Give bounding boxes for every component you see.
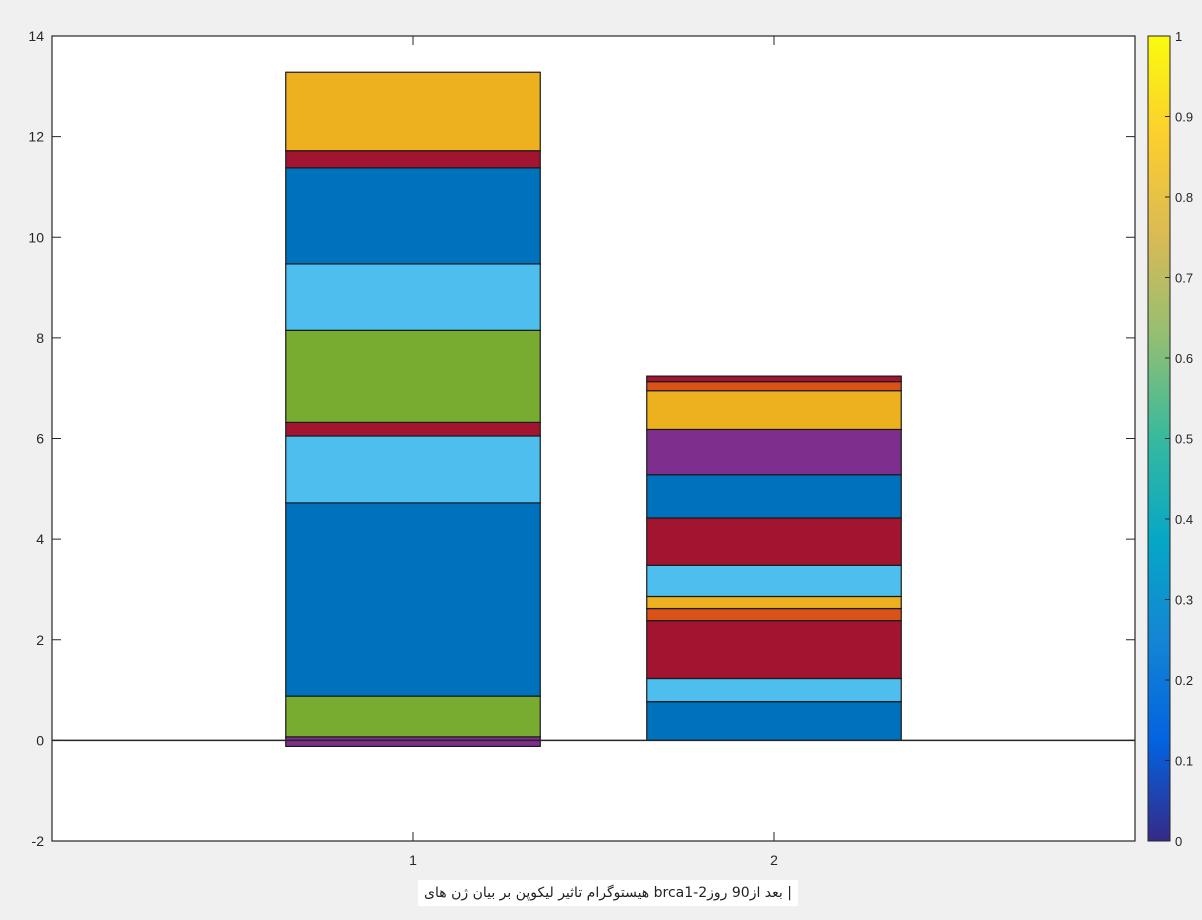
y-tick-label: 2 (36, 632, 44, 648)
bar-1-segment-4 (285, 435, 541, 504)
bar-1-segment-8 (285, 167, 541, 265)
colorbar-tick-label: 0.6 (1175, 351, 1193, 366)
bar-2-segment-7 (646, 517, 902, 566)
colorbar-tick-label: 1 (1175, 29, 1182, 44)
bar-2-segment-6 (646, 564, 902, 598)
bar-1-segment-6 (285, 329, 541, 423)
colorbar-tick-label: 0.5 (1175, 432, 1193, 447)
y-tick-label: 0 (36, 732, 44, 748)
colorbar-axis: 0 0.1 0.2 0.3 0.4 0.5 0.6 0.7 0.8 0.9 1 (1165, 29, 1193, 849)
bar-1-segment-1 (285, 736, 541, 748)
colorbar-tick-label: 0.3 (1175, 593, 1193, 608)
bar-2-segment-2 (646, 677, 902, 703)
bar-2-segment-1 (646, 701, 902, 741)
bar-2-segment-12 (646, 375, 902, 383)
axes-background (52, 36, 1135, 841)
y-tick-label: 14 (28, 28, 44, 44)
bar-1-segment-3 (285, 502, 541, 697)
x-tick-label: 2 (770, 852, 778, 868)
bar-2-segment-8 (646, 474, 902, 519)
bars-layer (285, 71, 902, 748)
bar-1-segment-2 (285, 695, 541, 738)
bar-2-segment-10 (646, 390, 902, 431)
y-tick-label: 8 (36, 330, 44, 346)
colorbar-tick-label: 0.8 (1175, 190, 1193, 205)
bar-2-segment-5 (646, 595, 902, 610)
bar-1-segment-10 (285, 71, 541, 152)
bar-1-segment-9 (285, 150, 541, 169)
colorbar-tick-label: 0.1 (1175, 754, 1193, 769)
y-tick-label: 4 (36, 531, 44, 547)
y-tick-label: -2 (32, 833, 45, 849)
colorbar-tick-label: 0.2 (1175, 673, 1193, 688)
y-axis: -2 0 2 4 6 8 10 12 14 (28, 28, 1135, 849)
y-tick-label: 12 (28, 129, 44, 145)
colorbar-tick-label: 0.9 (1175, 110, 1193, 125)
y-tick-label: 6 (36, 431, 44, 447)
bar-1-segment-5 (285, 421, 541, 437)
y-tick-label: 10 (28, 229, 44, 245)
colorbar-tick-label: 0 (1175, 834, 1182, 849)
bar-2-segment-9 (646, 428, 902, 476)
x-axis-label: | بعد از90 روز2-brca1 هیستوگرام تاثیر لی… (424, 885, 792, 901)
bar-2-segment-3 (646, 620, 902, 680)
bar-1-segment-7 (285, 263, 541, 331)
colorbar-tick-label: 0.4 (1175, 512, 1193, 527)
bar-2-segment-4 (646, 607, 902, 622)
caption-box: | بعد از90 روز2-brca1 هیستوگرام تاثیر لی… (418, 880, 798, 906)
bar-2-segment-11 (646, 381, 902, 392)
x-tick-label: 1 (409, 852, 417, 868)
colorbar-tick-label: 0.7 (1175, 271, 1193, 286)
